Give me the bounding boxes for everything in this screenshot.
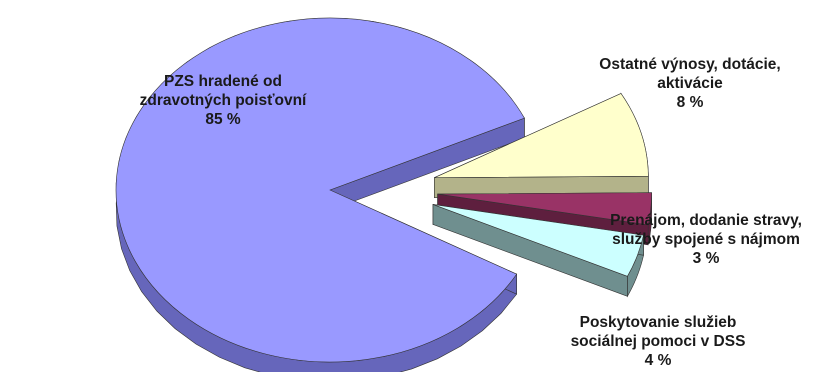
slice-label-line: zdravotných poisťovní (139, 92, 307, 109)
slice-label-line: Ostatné výnosy, dotácie, (599, 56, 781, 73)
slice-label-line: Prenájom, dodanie stravy, (610, 212, 802, 229)
slice-label-line: Poskytovanie služieb (579, 314, 737, 331)
slice-value-label: 3 % (692, 250, 720, 267)
slice-value-label: 8 % (676, 94, 704, 111)
slice-label-other-revenue: Ostatné výnosy, dotácie, aktivácie 8 % (570, 55, 810, 112)
slice-label-line: aktivácie (657, 75, 723, 92)
slice-label-health-insurance: PZS hradené od zdravotných poisťovní 85 … (128, 72, 318, 129)
slice-label-social-services: Poskytovanie služieb sociálnej pomoci v … (548, 313, 768, 370)
pie-slice-social-services (432, 204, 644, 298)
slice-value-label: 85 % (205, 111, 241, 128)
slice-label-line: služby spojené s nájmom (612, 231, 800, 248)
slice-label-rental-services: Prenájom, dodanie stravy, služby spojené… (592, 211, 820, 268)
slice-label-line: sociálnej pomoci v DSS (570, 333, 746, 350)
pie-slice-other-revenue (434, 92, 649, 199)
slice-value-label: 4 % (644, 352, 672, 369)
slice-label-line: PZS hradené od (164, 73, 282, 90)
pie-slice-health-insurance (115, 17, 525, 372)
